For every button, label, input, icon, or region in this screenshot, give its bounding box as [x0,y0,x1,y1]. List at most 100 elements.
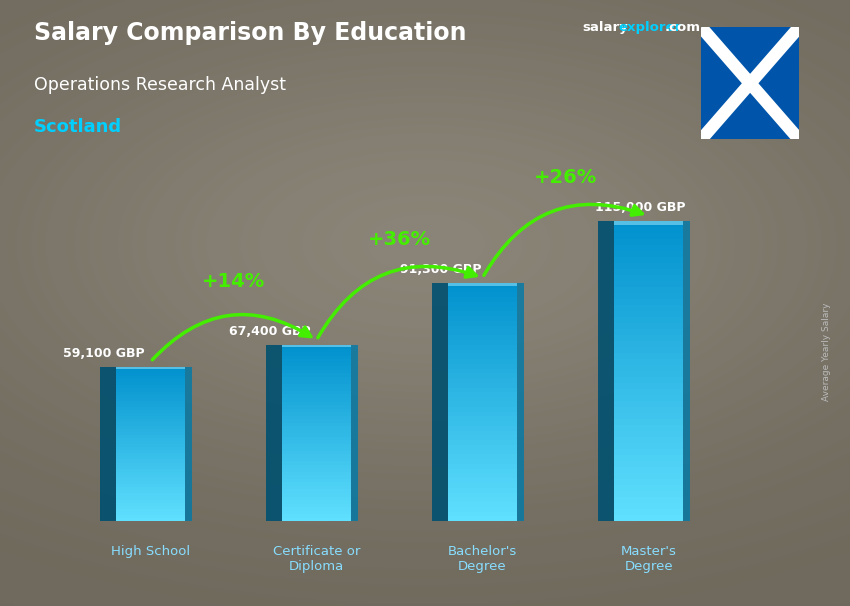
Bar [448,459,518,464]
Bar [281,451,351,454]
Bar [614,245,683,251]
Bar [281,518,351,521]
Text: 91,300 GBP: 91,300 GBP [400,263,482,276]
Bar [448,498,518,502]
Bar [448,283,518,285]
Bar [116,401,185,404]
Text: 59,100 GBP: 59,100 GBP [63,347,144,360]
Bar [614,371,683,377]
Bar [448,330,518,335]
Bar [116,506,185,509]
Bar [448,288,518,292]
Bar [281,391,351,395]
Bar [100,367,116,521]
Bar [614,239,683,245]
Bar [614,305,683,311]
Text: +26%: +26% [534,168,598,187]
Bar [614,491,683,497]
Bar [448,493,518,498]
Bar [448,445,518,450]
Bar [614,443,683,449]
Text: Operations Research Analyst: Operations Research Analyst [34,76,286,94]
Bar [614,275,683,281]
Bar [281,381,351,384]
Bar [281,465,351,468]
Bar [281,468,351,472]
Text: +14%: +14% [201,272,265,291]
Bar [281,367,351,370]
Bar [614,329,683,335]
Bar [281,408,351,412]
Bar [116,419,185,422]
Bar [448,297,518,302]
Bar [116,493,185,496]
Bar [281,363,351,367]
Bar [116,478,185,481]
Bar [281,395,351,398]
Bar [116,465,185,468]
Bar [116,487,185,490]
Bar [281,348,351,352]
Bar [116,447,185,450]
Text: Certificate or
Diploma: Certificate or Diploma [273,545,360,573]
Bar [281,504,351,507]
Bar [614,341,683,347]
Bar [614,413,683,419]
Bar [116,490,185,493]
Bar [448,478,518,483]
Bar [614,359,683,365]
Bar [448,316,518,321]
Bar [614,233,683,239]
Bar [614,347,683,353]
Bar [116,518,185,521]
Bar [116,484,185,487]
Text: Bachelor's
Degree: Bachelor's Degree [448,545,517,573]
Bar [614,431,683,437]
Text: Average Yearly Salary: Average Yearly Salary [822,302,830,401]
Bar [281,345,351,348]
Bar [281,490,351,493]
Bar [116,428,185,431]
Bar [116,453,185,456]
Bar [448,454,518,459]
Bar [614,473,683,479]
Bar [448,507,518,511]
Bar [281,373,351,377]
Bar [281,416,351,419]
Bar [614,311,683,317]
Bar [448,464,518,468]
Bar [281,398,351,402]
Bar [614,335,683,341]
Bar [116,512,185,515]
Bar [281,405,351,408]
Bar [116,413,185,416]
Bar [614,485,683,491]
Bar [448,440,518,445]
Bar [116,425,185,428]
Bar [598,221,614,521]
Bar [448,393,518,397]
Bar [448,321,518,326]
Bar [351,345,359,521]
Bar [116,502,185,506]
Bar [281,472,351,476]
Text: Scotland: Scotland [34,118,122,136]
Bar [281,387,351,391]
Bar [116,444,185,447]
Bar [614,407,683,413]
Bar [448,407,518,411]
Bar [448,302,518,307]
Text: .com: .com [665,21,700,34]
Bar [448,416,518,421]
Bar [281,422,351,426]
Bar [614,365,683,371]
Bar [281,447,351,451]
Bar [518,283,524,521]
Bar [116,404,185,407]
Bar [116,373,185,376]
Bar [448,516,518,521]
Bar [614,389,683,395]
Bar [614,317,683,323]
Bar [116,496,185,499]
Bar [448,435,518,440]
